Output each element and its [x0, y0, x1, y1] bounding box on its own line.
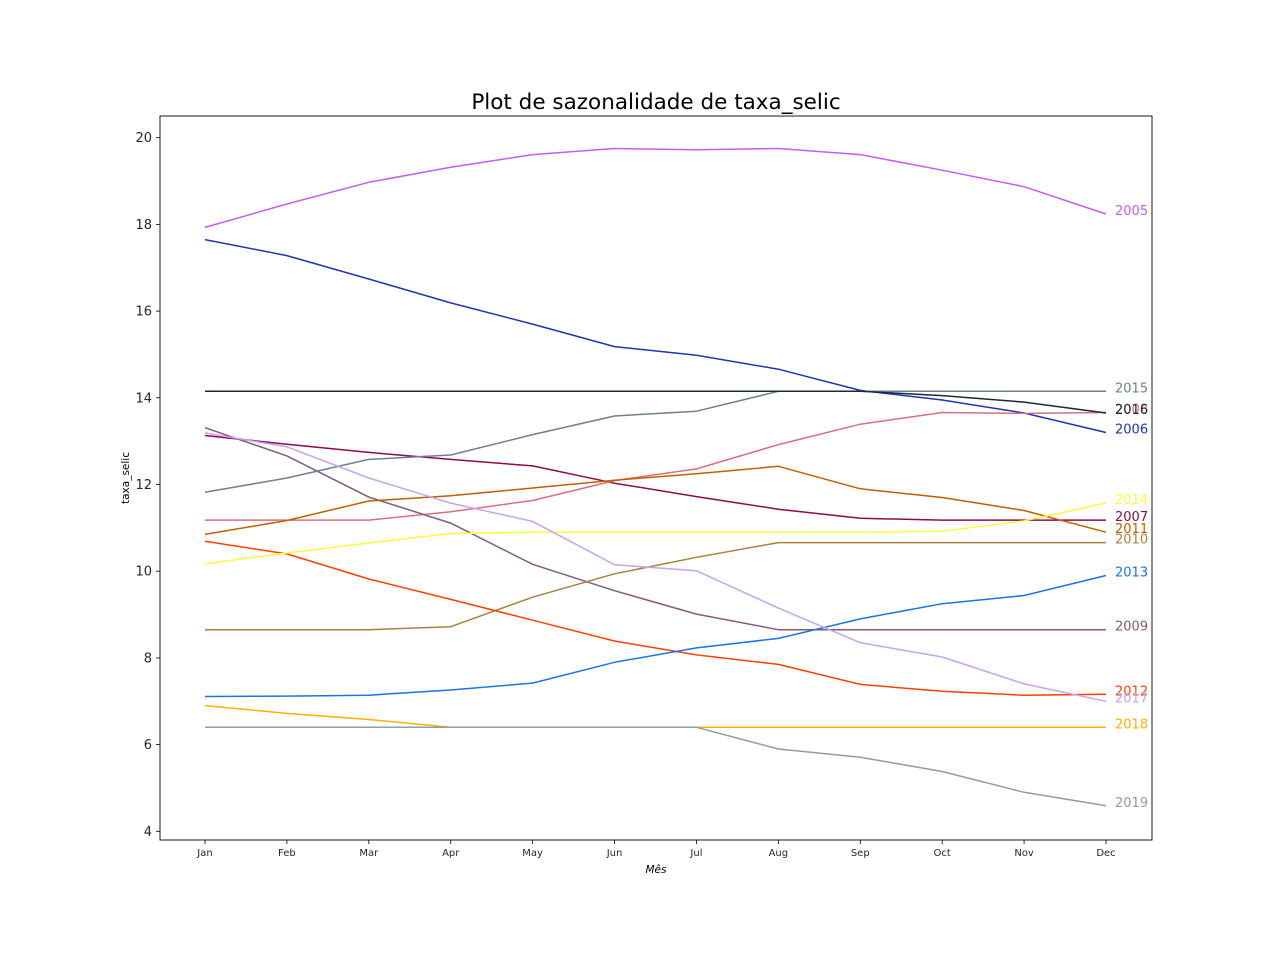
series-label-2014: 2014: [1115, 493, 1148, 508]
series-label-2012: 2012: [1115, 684, 1148, 699]
series-line-2016: [205, 390, 1107, 414]
series-line-2014: [204, 502, 1107, 565]
y-tick-label: 12: [135, 478, 152, 493]
series-label-2005: 2005: [1115, 204, 1148, 219]
x-tick-label: Dec: [1096, 848, 1115, 859]
chart-title: Plot de sazonalidade de taxa_selic: [471, 90, 840, 115]
series-label-2019: 2019: [1115, 796, 1148, 811]
y-tick-label: 10: [135, 565, 152, 580]
x-tick-label: Apr: [442, 848, 460, 859]
x-axis-label: Mês: [646, 864, 668, 876]
series-label-2018: 2018: [1115, 717, 1148, 732]
plot-frame: [159, 115, 1153, 841]
y-tick-label: 6: [144, 738, 152, 753]
y-axis-label: taxa_selic: [120, 452, 132, 504]
series-line-2015: [204, 390, 1106, 494]
series-line-2011: [204, 465, 1107, 536]
x-tick-label: Sep: [851, 848, 870, 859]
y-tick-label: 16: [135, 305, 152, 320]
x-tick-label: May: [522, 848, 543, 859]
x-tick-label: Jan: [196, 848, 212, 859]
x-tick-label: Oct: [934, 848, 951, 859]
series-line-2008: [205, 411, 1107, 521]
x-tick-label: Mar: [359, 848, 379, 859]
x-tick-label: Jun: [606, 848, 623, 859]
series-label-2017: 2017: [1115, 691, 1148, 706]
series-label-2006: 2006: [1115, 422, 1148, 437]
x-tick-label: Aug: [769, 848, 789, 859]
plot-area: 4 6 8 10 12 14 16 18 20 Jan Feb Mar Apr May Jun Jul Aug S…: [135, 131, 1148, 859]
series-line-2005: [204, 147, 1107, 229]
series-label-2007: 2007: [1115, 510, 1148, 525]
y-tick-label: 18: [135, 218, 152, 233]
series-line-2007: [204, 434, 1106, 521]
x-tick-label: Nov: [1014, 848, 1034, 859]
x-tick-label: Jul: [689, 848, 702, 859]
series-line-2009: [204, 426, 1106, 631]
series-line-2010: [205, 541, 1106, 631]
series-label-2009: 2009: [1115, 620, 1148, 635]
series-label-2008: 2008: [1115, 403, 1148, 418]
x-tick-label: Feb: [278, 848, 296, 859]
series-line-2017: [204, 432, 1107, 703]
series-label-2016: 2016: [1115, 403, 1148, 418]
series-line-2012: [204, 540, 1107, 696]
series-label-2010: 2010: [1115, 533, 1148, 548]
series-line-2006: [204, 238, 1107, 434]
series-label-2015: 2015: [1115, 381, 1148, 396]
series-label-2013: 2013: [1115, 566, 1148, 581]
y-tick-label: 8: [144, 651, 152, 666]
series-label-2011: 2011: [1115, 522, 1148, 537]
y-tick-label: 4: [144, 825, 152, 840]
series-line-2019: [205, 726, 1107, 807]
series-line-2013: [204, 574, 1107, 698]
y-tick-label: 20: [135, 131, 152, 146]
y-tick-label: 14: [135, 391, 152, 406]
